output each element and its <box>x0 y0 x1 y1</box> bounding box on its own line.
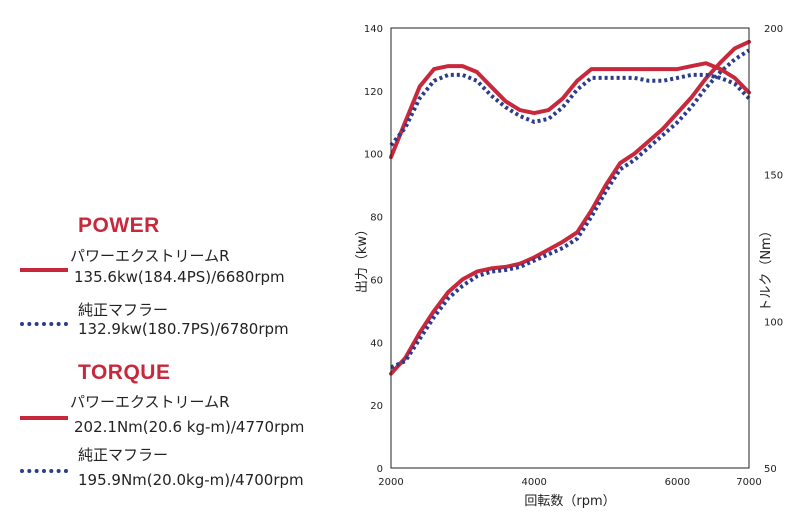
x-tick-label-2: 6000 <box>665 477 690 488</box>
legend-power-stock-swatch <box>20 322 68 326</box>
y2-tick-label-0: 50 <box>764 464 777 475</box>
legend-power-after-value: 135.6kw(184.4PS)/6680rpm <box>74 268 285 286</box>
chart-series <box>389 39 751 376</box>
y-tick-label-5: 100 <box>364 150 383 161</box>
y2-tick-label-1: 100 <box>764 317 783 328</box>
series-line-0 <box>389 39 751 376</box>
series-line-3 <box>389 72 751 147</box>
legend-power-after-swatch <box>20 268 68 272</box>
plot-frame <box>390 27 750 469</box>
legend-torque-stock-value: 195.9Nm(20.0kg-m)/4700rpm <box>78 471 304 489</box>
x-tick-label-1: 4000 <box>521 477 546 488</box>
y2-tick-label-2: 150 <box>764 171 783 182</box>
y-axis-torque-label: トルク（Nm） <box>759 224 774 311</box>
legend-torque-stock-swatch <box>20 469 68 473</box>
series-line-2 <box>389 61 751 160</box>
series-line-1 <box>390 48 751 370</box>
y-axis-power-label: 出力（kw） <box>355 223 370 293</box>
y-tick-label-0: 0 <box>377 464 383 475</box>
chart-legend: POWER パワーエクストリームR 135.6kw(184.4PS)/6680r… <box>0 0 345 520</box>
legend-torque-title: TORQUE <box>78 361 171 384</box>
y-tick-label-6: 120 <box>364 87 383 98</box>
y-tick-label-4: 80 <box>370 213 383 224</box>
legend-power-title: POWER <box>78 214 160 237</box>
legend-torque-stock-name: 純正マフラー <box>78 446 169 464</box>
legend-torque-after-swatch <box>20 416 68 420</box>
y2-tick-label-3: 200 <box>764 24 783 35</box>
y-tick-label-2: 40 <box>370 338 383 349</box>
y-axis-torque-ticks: 50 100 150 200 <box>764 24 783 475</box>
y-axis-power-ticks: 0 20 40 60 80 100 120 140 <box>364 24 383 475</box>
y-tick-label-1: 20 <box>370 401 383 412</box>
x-tick-label-0: 2000 <box>378 477 403 488</box>
y-tick-label-7: 140 <box>364 24 383 35</box>
legend-power-after-name: パワーエクストリームR <box>70 247 230 265</box>
x-axis-label: 回転数（rpm） <box>524 494 615 509</box>
legend-power-stock-value: 132.9kw(180.7PS)/6780rpm <box>78 320 289 338</box>
legend-power-stock-name: 純正マフラー <box>78 301 169 319</box>
y-tick-label-3: 60 <box>370 275 383 286</box>
x-axis-ticks: 2000 4000 6000 7000 <box>378 477 761 488</box>
legend-torque-after-name: パワーエクストリームR <box>70 393 230 411</box>
legend-torque-after-value: 202.1Nm(20.6 kg-m)/4770rpm <box>74 418 305 436</box>
x-tick-label-3: 7000 <box>736 477 761 488</box>
